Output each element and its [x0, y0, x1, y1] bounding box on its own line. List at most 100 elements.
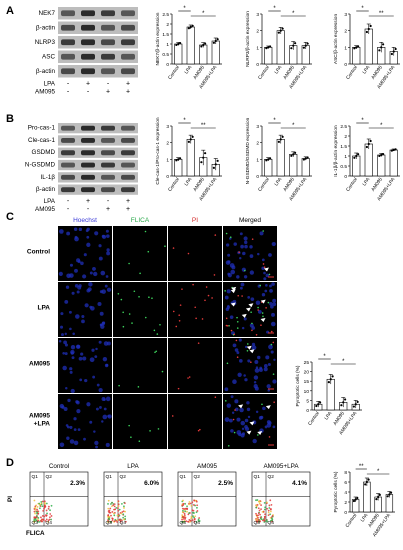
nucleus-dot: [266, 423, 272, 428]
chart-nek7-y-tick-label: 2: [166, 22, 169, 28]
chart-asc-sig-label: **: [379, 11, 384, 17]
nucleus-dot: [227, 253, 231, 257]
pi-dot: [187, 377, 189, 379]
micro-cell: [168, 394, 222, 449]
flow-event: [255, 499, 257, 502]
flow-event: [43, 501, 46, 504]
blot-b-band: [101, 137, 115, 143]
nucleus-dot: [84, 378, 88, 383]
chart-nek7-y-tick-label: 0: [166, 62, 169, 68]
chart-nlrp3-x-tick-label: Control: [257, 65, 271, 81]
flica-dot: [153, 329, 156, 332]
flow-event: [120, 502, 123, 505]
flow-event: [193, 504, 195, 506]
micro-cell: [58, 338, 112, 393]
blot-b-band: [61, 187, 75, 193]
flow-event: [42, 509, 45, 512]
nucleus-dot: [98, 244, 102, 248]
chart-clecas-x-tick-label: AM095: [192, 176, 206, 192]
micro-cell: [113, 282, 167, 337]
flow-event: [259, 513, 261, 516]
chart-asc-point: [353, 47, 356, 50]
pi-dot: [213, 274, 216, 276]
pi-dot: [177, 387, 180, 390]
nucleus-dot: [253, 381, 257, 384]
flow-event: [40, 500, 43, 503]
chart-clecas-bar: [174, 159, 183, 177]
flow-event: [268, 504, 271, 507]
flica-dot: [261, 312, 264, 314]
flow-event: [116, 507, 119, 510]
chart-nek7-bar: [174, 43, 183, 65]
blot-b-strip: [58, 123, 138, 134]
pi-dot: [257, 309, 259, 311]
flica-dot: [144, 316, 147, 319]
chart-pyro_d-point: [386, 495, 389, 498]
flow-event: [47, 507, 50, 510]
flow-event: [41, 505, 44, 508]
nucleus-dot: [73, 417, 77, 421]
pi-dot: [251, 329, 253, 332]
chart-clecas-point: [200, 161, 203, 164]
chart-il1b-point: [378, 154, 381, 158]
flow-event: [258, 502, 261, 505]
flica-dot: [133, 290, 136, 293]
chart-pyro_c-y-tick-label: 0: [306, 408, 309, 414]
chart-nlrp3-point: [304, 44, 307, 47]
nucleus-dot: [99, 290, 103, 294]
chart-ngsdmd-bar: [301, 158, 310, 177]
flow-event: [34, 512, 36, 515]
micro-row-label: AM095: [29, 361, 50, 368]
flica-dot: [251, 322, 253, 325]
flow-event: [267, 514, 270, 517]
flow-event: [123, 502, 126, 505]
flow-event: [43, 507, 45, 510]
blot-b-strip: [58, 184, 138, 195]
chart-ngsdmd-bar: [289, 154, 298, 177]
chart-asc-y-label: ASC/β-actin expression: [333, 14, 339, 65]
pi-dot: [235, 339, 238, 342]
chart-clecas-point: [175, 159, 178, 162]
pi-dot: [192, 283, 194, 286]
flow-event: [36, 506, 39, 508]
flica-dot: [262, 315, 264, 318]
flow-event: [37, 519, 40, 522]
blot-b-band: [61, 174, 75, 180]
flica-dot: [117, 292, 120, 295]
nucleus-dot: [69, 327, 72, 331]
arrowhead-marker: [241, 313, 247, 318]
flow-event: [255, 519, 257, 521]
flow-event: [191, 501, 194, 504]
pi-dot: [172, 247, 175, 249]
nucleus-dot: [267, 389, 271, 392]
chart-clecas-y-tick-label: 1: [166, 157, 169, 163]
flow-event: [188, 503, 190, 506]
flow-event: [41, 500, 44, 503]
flow-event: [196, 506, 198, 509]
nucleus-dot: [241, 326, 245, 330]
pi-dot: [226, 324, 229, 327]
nucleus-dot: [106, 234, 110, 238]
flow-event: [260, 518, 263, 521]
chart-nlrp3-point: [267, 46, 270, 49]
chart-ngsdmd-sig-label: *: [292, 123, 295, 129]
nucleus-dot: [73, 227, 78, 231]
blot-a-strip: [58, 65, 138, 78]
chart-pyro_d-y-tick-label: 0: [344, 510, 347, 516]
chart-nek7-point: [179, 41, 182, 45]
flow-event: [122, 513, 125, 516]
chart-pyro_c-point: [344, 398, 347, 401]
flow-event: [47, 520, 50, 523]
flow-event: [192, 515, 195, 518]
nucleus-dot: [76, 409, 81, 414]
flica-dot: [262, 230, 264, 232]
flow-event: [117, 505, 120, 507]
micro-cell: [113, 338, 167, 393]
nucleus-dot: [63, 340, 68, 345]
flow-event: [123, 507, 125, 509]
nucleus-dot: [261, 293, 266, 297]
flow-event: [261, 510, 264, 513]
flow-event: [111, 501, 113, 504]
flow-event: [181, 520, 184, 523]
chart-nek7-y-tick-label: 0.5: [162, 52, 169, 58]
